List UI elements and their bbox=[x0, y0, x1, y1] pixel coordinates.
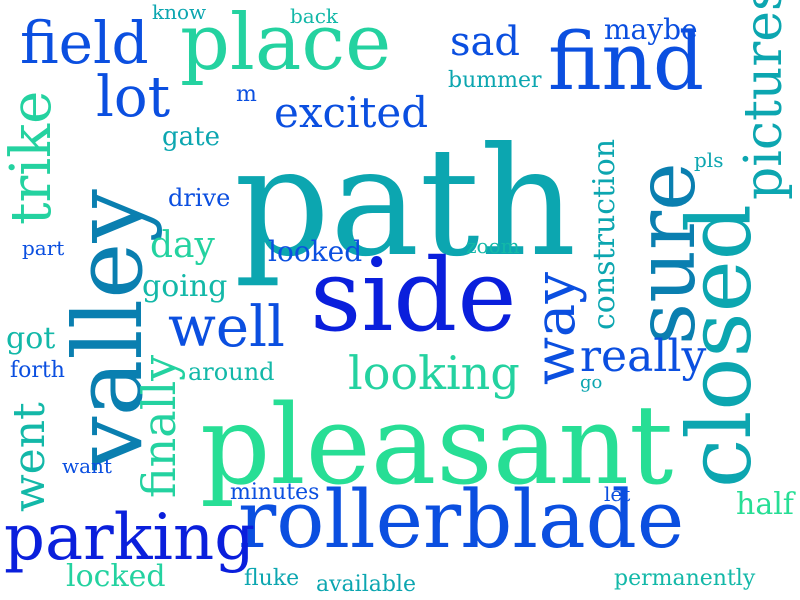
word-really: really bbox=[580, 331, 707, 382]
word-sad: sad bbox=[450, 19, 520, 65]
word-back: back bbox=[290, 4, 339, 28]
word-field: field bbox=[20, 9, 149, 77]
word-available: available bbox=[316, 572, 416, 597]
word-drive: drive bbox=[168, 184, 231, 212]
word-minutes: minutes bbox=[230, 480, 320, 505]
word-forth: forth bbox=[10, 358, 65, 383]
word-well: well bbox=[168, 295, 285, 360]
word-pleasant: pleasant bbox=[200, 381, 674, 509]
word-place: place bbox=[180, 0, 392, 88]
word-parking: parking bbox=[4, 501, 256, 575]
word-side: side bbox=[310, 237, 517, 354]
word-half: half bbox=[736, 487, 794, 522]
word-maybe: maybe bbox=[604, 13, 698, 46]
word-looking: looking bbox=[348, 346, 520, 400]
word-pls: pls bbox=[694, 148, 724, 172]
word-path: path bbox=[234, 116, 577, 290]
word-know: know bbox=[152, 0, 207, 24]
word-permanently: permanently bbox=[614, 566, 756, 591]
word-gate: gate bbox=[162, 122, 220, 152]
word-locked: locked bbox=[66, 559, 166, 594]
word-want: want bbox=[62, 454, 112, 478]
word-sure: sure bbox=[619, 162, 714, 345]
word-bummer: bummer bbox=[448, 68, 542, 93]
word-got: got bbox=[6, 321, 56, 356]
word-zoom: zoom bbox=[466, 234, 520, 258]
word-rollerblade: rollerblade bbox=[238, 473, 685, 566]
word-looked: looked bbox=[268, 235, 363, 268]
word-went: went bbox=[4, 402, 55, 512]
word-part: part bbox=[22, 236, 65, 260]
word-going: going bbox=[142, 269, 228, 304]
word-excited: excited bbox=[274, 88, 429, 137]
word-finally: finally bbox=[132, 354, 186, 498]
word-trike: trike bbox=[0, 90, 64, 225]
word-way: way bbox=[523, 272, 588, 385]
word-day: day bbox=[150, 225, 215, 266]
word-m: m bbox=[236, 82, 257, 107]
word-go: go bbox=[580, 372, 603, 393]
word-around: around bbox=[188, 358, 275, 386]
word-lot: lot bbox=[96, 65, 171, 130]
word-construction: construction bbox=[587, 138, 622, 330]
word-find: find bbox=[548, 15, 705, 108]
word-pictures: pictures bbox=[734, 0, 794, 200]
word-let: let bbox=[604, 482, 631, 506]
word-fluke: fluke bbox=[244, 566, 300, 591]
